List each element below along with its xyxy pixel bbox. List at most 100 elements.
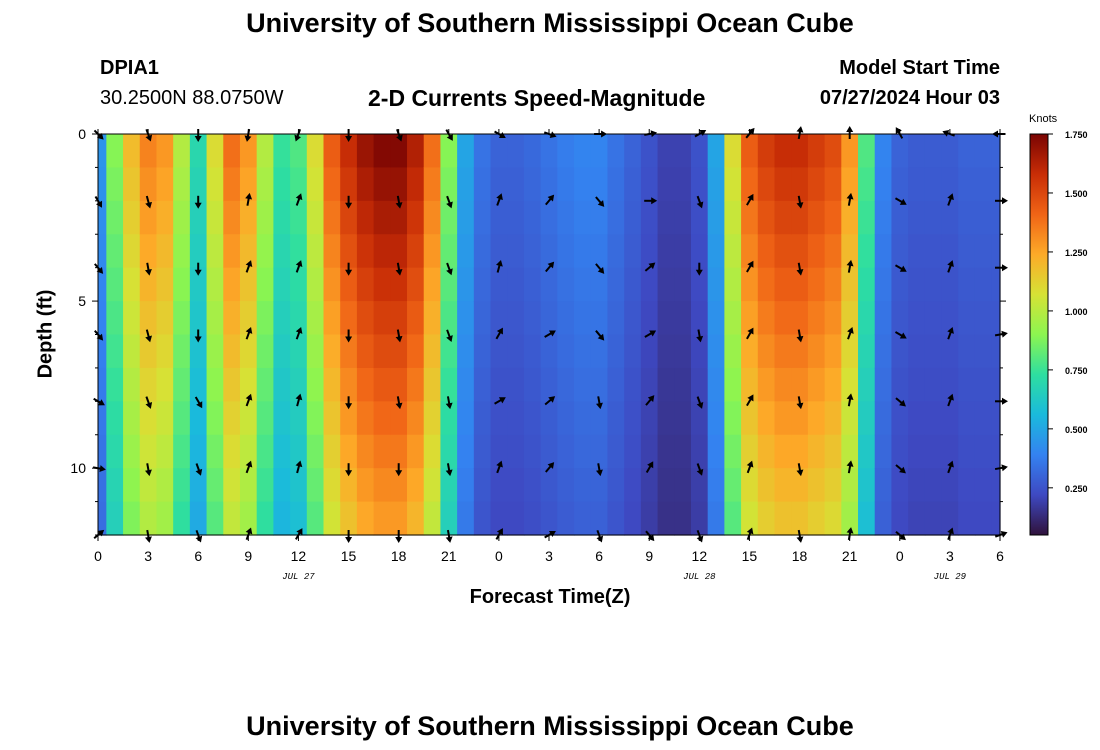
heatmap-cell [156, 501, 174, 536]
heatmap-cell [791, 468, 809, 503]
colorbar-tick-label: 1.000 [1065, 307, 1088, 317]
heatmap-cell [858, 267, 876, 302]
heatmap-cell [340, 367, 358, 402]
arrow-shaft [645, 465, 652, 474]
heatmap-cell [390, 367, 408, 402]
heatmap-cell [624, 367, 642, 402]
heatmap-cell [540, 134, 558, 169]
heatmap-cell [724, 434, 742, 469]
heatmap-cell [624, 134, 642, 169]
station-coordinates: 30.2500N 88.0750W [100, 87, 284, 109]
date-label: JUL 27 [282, 572, 315, 582]
heatmap-cell [440, 401, 458, 436]
heatmap-cell [574, 501, 592, 536]
heatmap-cell [139, 367, 158, 402]
heatmap-cell [724, 468, 742, 503]
heatmap-cell [523, 401, 542, 436]
heatmap-cell [473, 167, 492, 202]
heatmap-cell [106, 367, 124, 402]
heatmap-cell [290, 468, 308, 503]
current-arrow [496, 460, 503, 474]
heatmap-cell [323, 234, 341, 269]
heatmap-cell [991, 267, 1001, 302]
heatmap-cell [189, 234, 208, 269]
heatmap-cell [690, 134, 709, 169]
current-arrow [496, 193, 503, 206]
heatmap-cell [674, 401, 692, 436]
heatmap-cell [290, 134, 308, 169]
heatmap-cell [991, 334, 1001, 369]
current-arrow [895, 531, 906, 541]
arrow-head [947, 527, 954, 535]
current-arrow [194, 329, 202, 343]
heatmap-cell [908, 501, 926, 536]
arrow-head [696, 335, 704, 343]
arrow-shaft [396, 329, 401, 338]
arrow-head [747, 193, 754, 201]
heatmap-cell [507, 167, 525, 202]
heatmap-cell [156, 301, 174, 336]
arrow-shaft [797, 396, 802, 405]
heatmap-cell [624, 334, 642, 369]
heatmap-cell [707, 401, 725, 436]
heatmap-cell [724, 367, 742, 402]
current-arrow [696, 463, 704, 476]
heatmap-cell [373, 468, 391, 503]
heatmap-cell [974, 301, 993, 336]
arrow-head [649, 330, 657, 337]
heatmap-cell [123, 167, 141, 202]
heatmap-cell [874, 267, 893, 302]
current-arrow [796, 463, 804, 477]
model-start-label: Model Start Time [839, 57, 1000, 79]
arrow-head [548, 396, 556, 403]
heatmap-cell [373, 167, 391, 202]
heatmap-cell [958, 167, 976, 202]
heatmap-cell [640, 301, 659, 336]
heatmap-cell [523, 501, 542, 536]
arrow-head [747, 327, 754, 335]
heatmap-cell [791, 167, 809, 202]
heatmap-cell [640, 334, 659, 369]
arrow-shaft [396, 396, 401, 405]
heatmap-cell [206, 167, 224, 202]
heatmap-cell [924, 468, 943, 503]
arrow-head [195, 468, 203, 476]
heatmap-cell [807, 468, 826, 503]
heatmap-cell [757, 301, 776, 336]
heatmap-cell [657, 234, 675, 269]
heatmap-cell [908, 334, 926, 369]
heatmap-cell [624, 468, 642, 503]
x-tick-label: 21 [441, 548, 457, 564]
heatmap-cell [774, 234, 792, 269]
heatmap-cell [206, 501, 224, 536]
heatmap-cell [306, 367, 325, 402]
arrow-shaft [545, 465, 552, 473]
heatmap-cell [139, 267, 158, 302]
current-arrow [947, 260, 954, 273]
heatmap-cell [123, 234, 141, 269]
heatmap-cell [356, 301, 375, 336]
heatmap-cell [473, 234, 492, 269]
colorbar [1029, 133, 1049, 536]
colorbar-tick-label: 0.750 [1065, 366, 1088, 376]
heatmap-cell [440, 134, 458, 169]
arrow-shaft [947, 331, 952, 340]
heatmap-cell [290, 200, 308, 235]
current-arrow [846, 460, 854, 474]
current-arrow [746, 327, 754, 340]
heatmap-cell [941, 200, 959, 235]
current-arrow [796, 195, 804, 209]
heatmap-cell [290, 267, 308, 302]
heatmap-cell [741, 134, 759, 169]
arrow-head [796, 202, 804, 209]
heatmap-cell [123, 134, 141, 169]
heatmap-cell [98, 134, 107, 169]
heatmap-cell [858, 367, 876, 402]
heatmap-cell [290, 434, 308, 469]
heatmap-cells [98, 134, 1001, 536]
current-arrow [696, 329, 704, 343]
heatmap-cell [941, 501, 959, 536]
heatmap-cell [98, 501, 107, 536]
heatmap-cell [874, 367, 893, 402]
heatmap-cell [340, 501, 358, 536]
